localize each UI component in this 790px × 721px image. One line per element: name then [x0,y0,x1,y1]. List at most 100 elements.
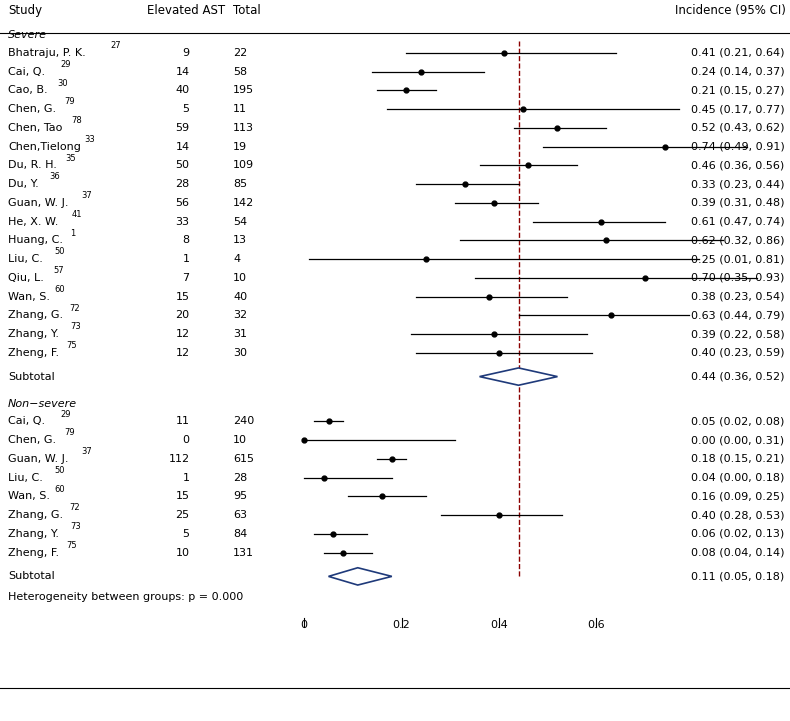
Text: 20: 20 [175,310,190,320]
Text: 50: 50 [55,466,65,475]
Text: Guan, W. J.  37: Guan, W. J. 37 [8,198,89,208]
Text: 0.41 (0.21, 0.64): 0.41 (0.21, 0.64) [691,48,784,58]
Text: 79: 79 [64,97,74,107]
Text: 0.08 (0.04, 0.14): 0.08 (0.04, 0.14) [691,547,784,557]
Text: 0.44 (0.36, 0.52): 0.44 (0.36, 0.52) [691,371,784,381]
Text: Guan, W. J.  37: Guan, W. J. 37 [8,454,89,464]
Text: 50: 50 [55,247,65,257]
Text: 14: 14 [175,141,190,151]
Text: Total: Total [233,4,261,17]
Text: 63: 63 [233,510,247,520]
Text: 60: 60 [55,485,65,494]
Text: 73: 73 [70,522,81,531]
Text: 54: 54 [233,216,247,226]
Text: Cai, Q.  29: Cai, Q. 29 [8,67,66,76]
Text: 131: 131 [233,547,254,557]
Text: Subtotal: Subtotal [8,371,55,381]
Text: Liu, C.  50: Liu, C. 50 [8,472,64,482]
Text: 73: 73 [70,322,81,332]
Text: 0.70 (0.35, 0.93): 0.70 (0.35, 0.93) [691,273,784,283]
Text: 13: 13 [233,235,247,245]
Text: 19: 19 [233,141,247,151]
Text: 0.38 (0.23, 0.54): 0.38 (0.23, 0.54) [691,291,784,301]
Text: 33: 33 [85,135,96,144]
Text: 15: 15 [175,491,190,501]
Text: 10: 10 [233,435,247,445]
Text: 5: 5 [182,104,190,114]
Text: 15: 15 [175,291,190,301]
Text: Zheng, F.  75: Zheng, F. 75 [8,547,80,557]
Text: Liu, C.  50: Liu, C. 50 [8,254,64,264]
Text: Wan, S.: Wan, S. [8,291,50,301]
Text: 1: 1 [182,254,190,264]
Text: 10: 10 [175,547,190,557]
Text: 240: 240 [233,417,254,426]
Text: Zheng, F.  75: Zheng, F. 75 [8,348,80,358]
Text: Huang, C.  1: Huang, C. 1 [8,235,77,245]
Text: 0.45 (0.17, 0.77): 0.45 (0.17, 0.77) [690,104,784,114]
Text: 0.11 (0.05, 0.18): 0.11 (0.05, 0.18) [691,572,784,581]
Text: 0.39 (0.31, 0.48): 0.39 (0.31, 0.48) [691,198,784,208]
Text: 0.74 (0.49, 0.91): 0.74 (0.49, 0.91) [690,141,784,151]
Text: Study: Study [8,4,42,17]
Text: Cai, Q.  29: Cai, Q. 29 [8,417,66,426]
Text: 142: 142 [233,198,254,208]
Text: Zheng, F.: Zheng, F. [8,547,59,557]
Text: Wan, S.  60: Wan, S. 60 [8,291,71,301]
Text: Zhang, G.  72: Zhang, G. 72 [8,510,85,520]
Text: Du, Y.: Du, Y. [8,179,39,189]
Text: 27: 27 [111,41,121,50]
Text: Zhang, G.: Zhang, G. [8,310,63,320]
Text: 79: 79 [64,428,74,438]
Text: 615: 615 [233,454,254,464]
Text: 33: 33 [175,216,190,226]
Text: 8: 8 [182,235,190,245]
Text: 56: 56 [175,198,190,208]
Text: 59: 59 [175,123,190,133]
Text: 84: 84 [233,528,247,539]
Text: 31: 31 [233,329,247,339]
Text: Qiu, L.: Qiu, L. [8,273,43,283]
Text: 7: 7 [182,273,190,283]
Text: 4: 4 [233,254,240,264]
Text: Wan, S.  60: Wan, S. 60 [8,491,71,501]
Text: 11: 11 [175,417,190,426]
Text: Chen, G.: Chen, G. [8,104,56,114]
Text: 29: 29 [61,410,71,419]
Polygon shape [329,567,392,585]
Text: Liu, C.: Liu, C. [8,472,43,482]
Text: 0.40 (0.23, 0.59): 0.40 (0.23, 0.59) [691,348,784,358]
Text: 0.24 (0.14, 0.37): 0.24 (0.14, 0.37) [690,67,784,76]
Text: Guan, W. J.: Guan, W. J. [8,454,69,464]
Text: Chen, G.: Chen, G. [8,435,56,445]
Text: 0: 0 [182,435,190,445]
Text: 12: 12 [175,348,190,358]
Text: 1: 1 [182,472,190,482]
Text: 41: 41 [72,210,82,219]
Text: Bhatraju, P. K.  27: Bhatraju, P. K. 27 [8,48,107,58]
Text: Chen, G.  79: Chen, G. 79 [8,104,77,114]
Text: 11: 11 [233,104,247,114]
Text: 0.00 (0.00, 0.31): 0.00 (0.00, 0.31) [691,435,784,445]
Text: 0.4: 0.4 [490,620,508,630]
Text: 30: 30 [57,79,67,88]
Text: Elevated AST: Elevated AST [147,4,224,17]
Text: Zhang, Y.  73: Zhang, Y. 73 [8,528,80,539]
Text: 0.46 (0.36, 0.56): 0.46 (0.36, 0.56) [691,160,784,170]
Text: Cao, B.: Cao, B. [8,85,47,95]
Text: 72: 72 [70,304,80,313]
Text: 28: 28 [175,179,190,189]
Text: 0.04 (0.00, 0.18): 0.04 (0.00, 0.18) [691,472,784,482]
Text: Incidence (95% CI): Incidence (95% CI) [675,4,786,17]
Text: Qiu, L.  57: Qiu, L. 57 [8,273,65,283]
Text: 78: 78 [71,116,82,125]
Text: 60: 60 [55,285,65,294]
Text: Cao, B.  30: Cao, B. 30 [8,85,69,95]
Text: 9: 9 [182,48,190,58]
Text: Chen, Tao: Chen, Tao [8,123,62,133]
Text: 112: 112 [168,454,190,464]
Text: Heterogeneity between groups: p = 0.000: Heterogeneity between groups: p = 0.000 [8,592,243,602]
Text: Severe: Severe [8,30,47,40]
Text: 72: 72 [70,503,80,513]
Text: Wan, S.: Wan, S. [8,491,50,501]
